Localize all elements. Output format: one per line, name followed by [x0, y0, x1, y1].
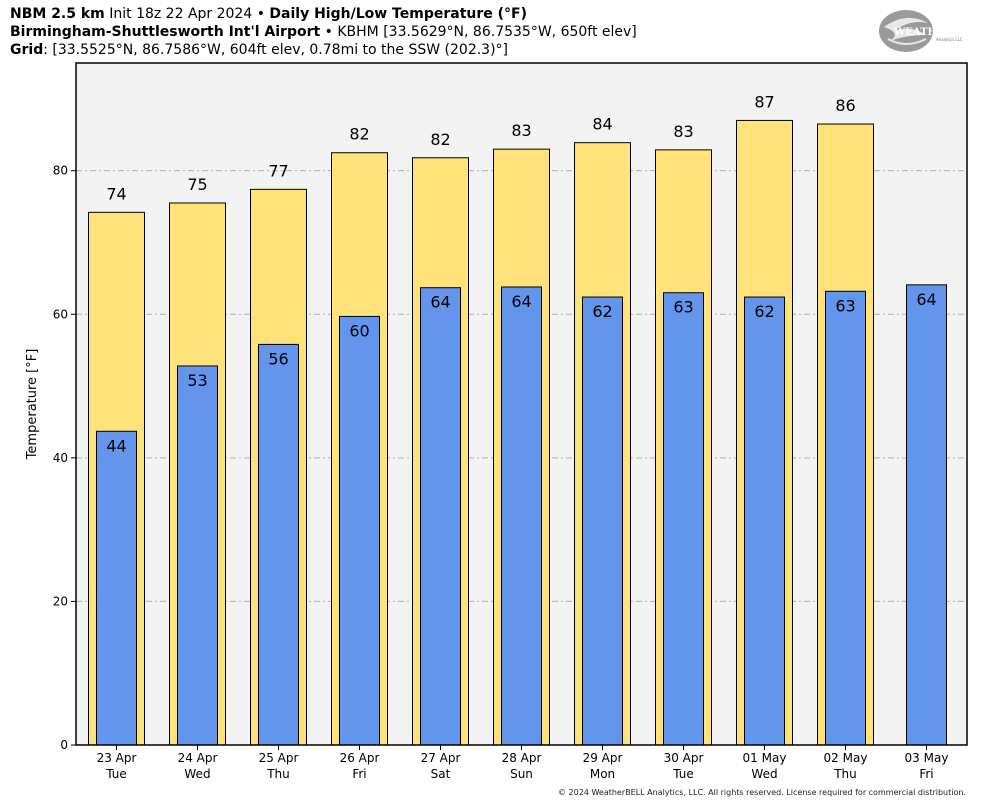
- x-tick-label-day: Sat: [431, 767, 451, 781]
- y-tick-label: 40: [53, 451, 68, 465]
- low-bar: [744, 296, 785, 746]
- high-value-label: 74: [106, 184, 126, 203]
- high-value-label: 87: [754, 92, 774, 111]
- high-value-label: 82: [430, 130, 450, 149]
- low-bar: [258, 343, 299, 746]
- low-value-label: 63: [673, 298, 693, 317]
- x-tick-label-day: Tue: [105, 767, 127, 781]
- x-tick-label-day: Mon: [590, 767, 615, 781]
- x-tick-label-day: Wed: [184, 767, 210, 781]
- low-value-label: 62: [754, 302, 774, 321]
- x-tick-label-date: 30 Apr: [664, 751, 704, 765]
- product-title: Daily High/Low Temperature (°F): [269, 6, 527, 22]
- x-tick-label-day: Thu: [266, 767, 290, 781]
- x-tick-label-day: Tue: [672, 767, 694, 781]
- station-name: Birmingham-Shuttlesworth Int'l Airport: [10, 24, 321, 40]
- low-bar: [420, 287, 461, 746]
- grid-detail: : [33.5525°N, 86.7586°W, 604ft elev, 0.7…: [43, 42, 509, 58]
- low-bar: [582, 296, 623, 746]
- logo-text: WEATHERBELL: [893, 27, 970, 38]
- low-value-label: 64: [916, 290, 936, 309]
- low-value-label: 64: [430, 293, 450, 312]
- x-tick-label-date: 23 Apr: [97, 751, 137, 765]
- separator: •: [324, 24, 333, 40]
- y-axis-label: Temperature [°F]: [25, 349, 40, 461]
- y-tick-label: 60: [53, 307, 68, 321]
- low-bar: [339, 315, 380, 746]
- header-line-1: NBM 2.5 km Init 18z 22 Apr 2024 • Daily …: [10, 5, 527, 23]
- model-name: NBM 2.5 km: [10, 6, 105, 22]
- high-value-label: 83: [673, 122, 693, 141]
- header-line-2: Birmingham-Shuttlesworth Int'l Airport •…: [10, 23, 637, 41]
- x-tick-label-date: 27 Apr: [421, 751, 461, 765]
- low-value-label: 53: [187, 371, 207, 390]
- low-value-label: 62: [592, 302, 612, 321]
- x-tick-label-day: Thu: [833, 767, 857, 781]
- station-detail: KBHM [33.5629°N, 86.7535°W, 650ft elev]: [337, 24, 637, 40]
- x-tick-label-day: Fri: [919, 767, 933, 781]
- low-value-label: 60: [349, 321, 369, 340]
- low-bar: [501, 286, 542, 746]
- x-tick-label-day: Sun: [510, 767, 533, 781]
- separator: •: [256, 6, 265, 22]
- low-bar: [906, 284, 947, 746]
- x-tick-label-date: 02 May: [824, 751, 868, 765]
- low-bar: [96, 430, 137, 746]
- y-tick-label: 20: [53, 594, 68, 608]
- x-tick-label-day: Fri: [352, 767, 366, 781]
- high-value-label: 86: [835, 96, 855, 115]
- low-bar: [825, 290, 866, 746]
- copyright-notice: © 2024 WeatherBELL Analytics, LLC. All r…: [558, 788, 966, 797]
- header-line-3: Grid: [33.5525°N, 86.7586°W, 604ft elev,…: [10, 41, 508, 59]
- high-value-label: 84: [592, 115, 612, 134]
- x-tick-label-date: 25 Apr: [259, 751, 299, 765]
- high-value-label: 77: [268, 161, 288, 180]
- grid-label: Grid: [10, 42, 44, 58]
- init-time: Init 18z 22 Apr 2024: [109, 6, 253, 22]
- low-value-label: 64: [511, 292, 531, 311]
- x-tick-label-date: 03 May: [905, 751, 949, 765]
- y-tick-label: 0: [60, 738, 68, 752]
- y-tick-label: 80: [53, 164, 68, 178]
- bars: 74 44 75 53 77 56 82 60 82 64 83 64 84 62 83 63 87 62 86 63…: [88, 92, 947, 746]
- x-tick-label-date: 28 Apr: [502, 751, 542, 765]
- low-value-label: 56: [268, 349, 288, 368]
- x-tick-label-date: 26 Apr: [340, 751, 380, 765]
- weatherbell-logo: WEATHERBELL Analytics LLC: [879, 10, 970, 52]
- axes: 0 20 40 60 80 23 Apr Tue 24 Apr Wed 25 Apr Thu 26 A…: [53, 164, 949, 781]
- x-tick-label-date: 24 Apr: [178, 751, 218, 765]
- svg-text:Analytics LLC: Analytics LLC: [936, 37, 963, 42]
- low-value-label: 63: [835, 296, 855, 315]
- x-tick-label-date: 29 Apr: [583, 751, 623, 765]
- low-bar: [663, 292, 704, 746]
- x-tick-label-date: 01 May: [743, 751, 787, 765]
- x-tick-label-day: Wed: [751, 767, 777, 781]
- low-value-label: 44: [106, 436, 126, 455]
- high-value-label: 82: [349, 125, 369, 144]
- high-value-label: 75: [187, 175, 207, 194]
- low-bar: [177, 365, 218, 746]
- high-value-label: 83: [511, 121, 531, 140]
